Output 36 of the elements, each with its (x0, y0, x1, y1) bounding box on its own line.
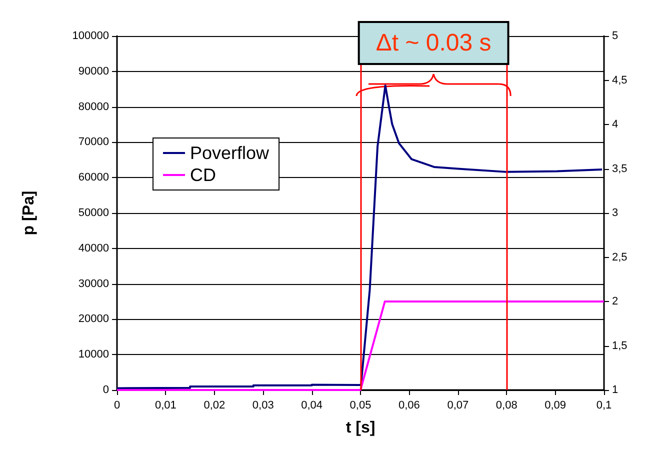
annotation: Δt ~ 0.03 s (376, 30, 492, 56)
y-tick-label: 40000 (78, 242, 109, 254)
x-tick-label: 0,01 (154, 400, 176, 412)
x-tick-label: 0,02 (204, 400, 226, 412)
y-axis-title: p [Pa] (20, 190, 38, 236)
y-tick-label: 50000 (78, 207, 109, 219)
x-axis-title: t [s] (346, 420, 376, 436)
y2-tick-label: 3 (612, 207, 618, 219)
y-tick-label: 100000 (72, 30, 109, 42)
y-tick-label: 60000 (78, 172, 109, 184)
y2-tick-label: 3,5 (612, 162, 628, 175)
y-tick-label: 90000 (78, 65, 109, 78)
legend-label: CD (190, 165, 216, 185)
y2-tick-label: 4 (612, 118, 618, 130)
y2-tick-label: 5 (612, 30, 618, 42)
y-tick-label: 10000 (78, 348, 109, 361)
y2-tick-label: 2 (612, 296, 618, 308)
y-tick-label: 70000 (78, 136, 109, 148)
x-tick-label: 0,08 (496, 400, 518, 412)
x-tick-label: 0,05 (350, 400, 372, 412)
legend-label: Poverflow (190, 143, 270, 163)
y-tick-label: 30000 (78, 278, 109, 290)
x-tick-label: 0,06 (398, 400, 420, 412)
x-tick-label: 0,07 (447, 400, 469, 412)
y2-tick-label: 1,5 (612, 340, 628, 352)
y-tick-label: 80000 (78, 100, 109, 113)
x-tick-label: 0,04 (301, 400, 323, 412)
x-tick-label: 0,03 (252, 400, 274, 412)
x-tick-label: 0,09 (544, 400, 566, 412)
y2-tick-label: 4,5 (612, 74, 628, 86)
y2-tick-label: 2,5 (612, 251, 628, 264)
x-tick-label: 0,1 (596, 400, 612, 412)
y-tick-label: 0 (102, 384, 109, 396)
y-tick-label: 20000 (78, 313, 109, 326)
x-tick-label: 0 (114, 400, 120, 412)
y2-tick-label: 1 (612, 384, 618, 396)
